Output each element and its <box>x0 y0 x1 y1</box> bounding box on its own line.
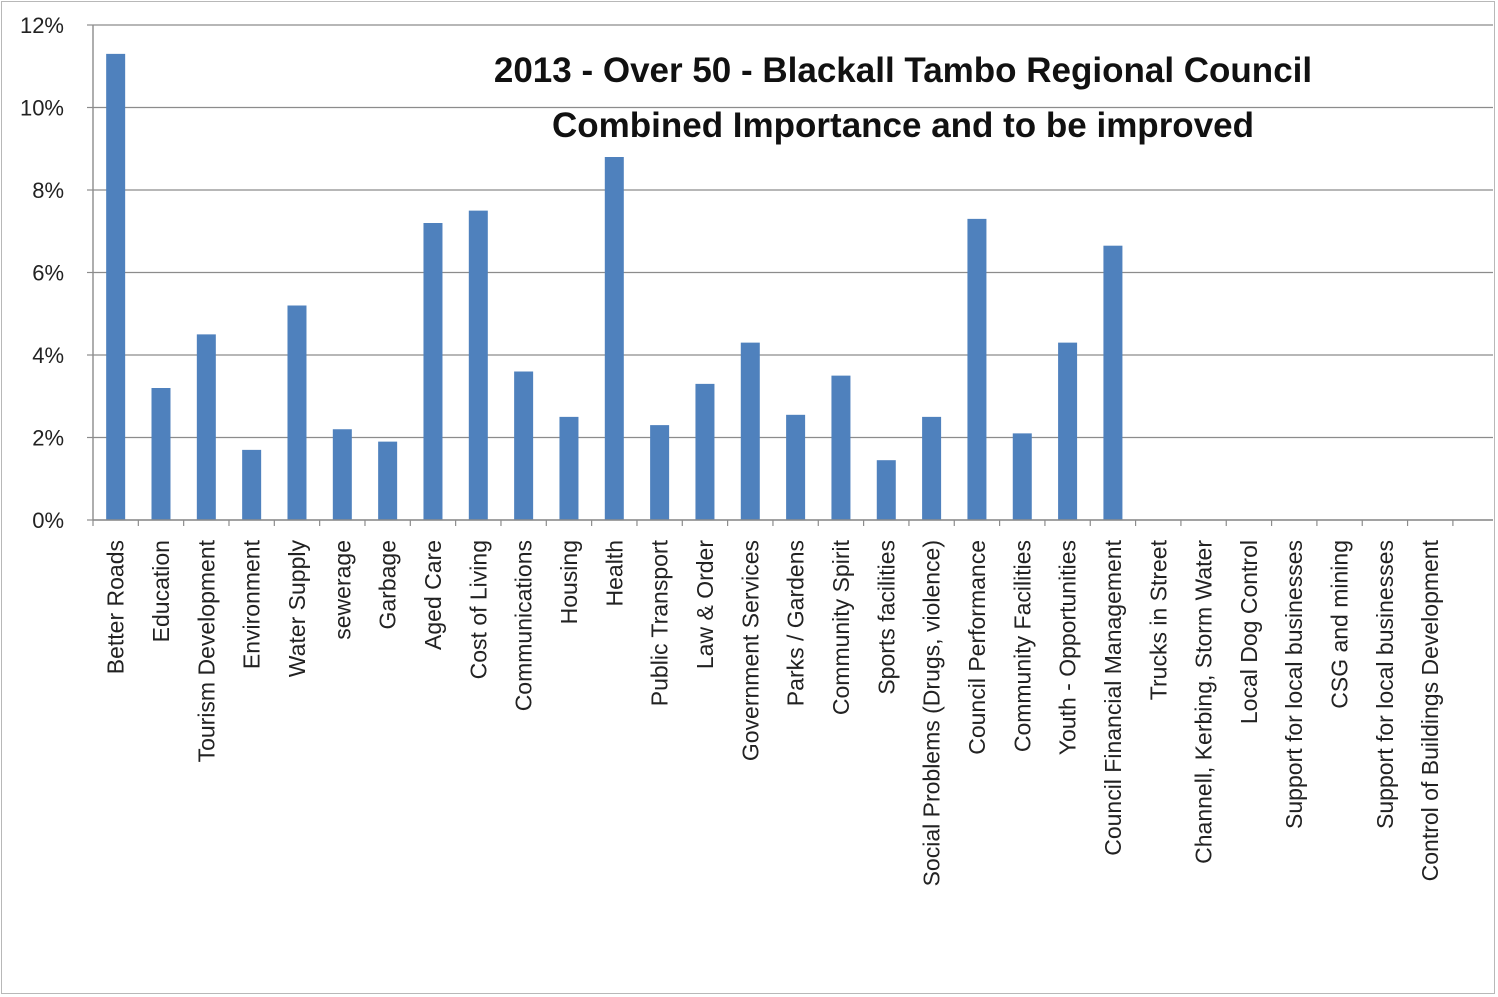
x-category-label: Sports facilities <box>873 540 899 695</box>
y-tick-label: 12% <box>20 13 64 38</box>
axes <box>92 25 1493 521</box>
bar <box>559 416 579 520</box>
y-tick-label: 4% <box>32 343 64 368</box>
x-category-label: Council Financial Management <box>1100 539 1126 855</box>
bar <box>740 342 760 520</box>
bar <box>1012 433 1032 520</box>
bar <box>831 375 851 520</box>
bar <box>1103 245 1123 520</box>
x-category-label: Cost of Living <box>465 540 491 679</box>
bar <box>423 223 443 520</box>
x-category-label: Health <box>601 540 627 606</box>
chart-subtitle: Combined Importance and to be improved <box>552 106 1254 145</box>
x-category-label: Aged Care <box>420 540 446 650</box>
bar <box>604 157 624 520</box>
x-category-label: Public Transport <box>647 539 673 706</box>
x-category-label: Education <box>148 540 174 642</box>
y-tick-label: 2% <box>32 426 64 451</box>
y-tick-label: 0% <box>32 508 64 533</box>
bar <box>287 305 307 520</box>
x-category-label: Housing <box>556 540 582 624</box>
y-tick-label: 8% <box>32 178 64 203</box>
bar <box>151 388 171 520</box>
bar <box>650 425 670 520</box>
x-category-label: Water Supply <box>284 540 310 678</box>
x-category-label: Environment <box>239 539 265 669</box>
x-category-label: Support for local businesses <box>1281 540 1307 829</box>
bar <box>106 53 126 520</box>
x-category-label: Government Services <box>737 540 763 761</box>
x-category-label: Channell, Kerbing, Storm Water <box>1191 540 1217 864</box>
bars <box>92 53 1454 526</box>
x-category-label: Youth - Opportunities <box>1055 540 1081 755</box>
x-category-label: Tourism Development <box>193 539 219 762</box>
x-category-label: Better Roads <box>103 540 129 674</box>
bar <box>378 441 398 520</box>
x-category-label: Community Facilities <box>1009 540 1035 752</box>
bar <box>514 371 534 520</box>
x-category-label: sewerage <box>329 540 355 640</box>
x-axis-category-labels: Better Roads Education Tourism Development… <box>103 539 1444 886</box>
bar <box>786 414 806 520</box>
x-category-label: Community Spirit <box>828 539 854 715</box>
bar <box>196 334 216 520</box>
bar <box>1058 342 1078 520</box>
bar <box>967 218 987 520</box>
x-category-label: Garbage <box>375 540 401 630</box>
y-tick-label: 10% <box>20 96 64 121</box>
bar <box>876 460 896 520</box>
x-category-label: Parks / Gardens <box>783 540 809 706</box>
chart-title: 2013 - Over 50 - Blackall Tambo Regional… <box>494 51 1312 90</box>
x-category-label: Trucks in Street <box>1145 539 1171 700</box>
bar <box>332 429 352 520</box>
x-category-label: Local Dog Control <box>1236 540 1262 724</box>
x-category-label: CSG and mining <box>1327 540 1353 709</box>
y-axis-tick-labels: 0% 2% 4% 6% 8% 10% 12% <box>20 13 64 533</box>
bar <box>242 449 262 520</box>
x-category-label: Control of Buildings Development <box>1417 539 1443 881</box>
x-category-label: Law & Order <box>692 540 718 669</box>
bar <box>468 210 488 520</box>
y-tick-label: 6% <box>32 261 64 286</box>
bar <box>695 383 715 520</box>
bar <box>922 416 942 520</box>
x-category-label: Council Performance <box>964 540 990 755</box>
x-category-label: Social Problems (Drugs, violence) <box>919 540 945 886</box>
x-category-label: Support for local businesses <box>1372 540 1398 829</box>
x-category-label: Communications <box>511 540 537 711</box>
